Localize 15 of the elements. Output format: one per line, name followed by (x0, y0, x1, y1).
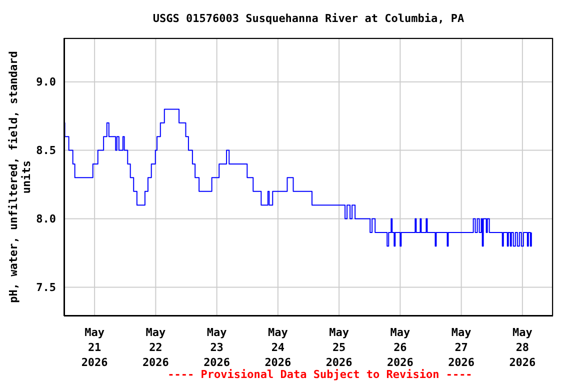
text: ---- Provisional Data Subject to Revision ---- (166, 368, 474, 381)
y-tick-label: 9.0 (36, 76, 56, 89)
y-tick-label: 7.5 (36, 281, 56, 294)
x-tick-label: May 23 2026 (204, 326, 230, 369)
x-tick-label: May 28 2026 (509, 326, 536, 369)
x-tick-label: May 27 2026 (448, 326, 475, 369)
y-tick-label: 8.5 (36, 144, 56, 158)
chart-title: USGS 01576003 Susquehanna River at Columbia, PA (152, 12, 466, 25)
x-tick-label: May 24 2026 (264, 326, 292, 369)
x-tick-label: May 21 2026 (81, 326, 108, 369)
y-tick-label: 8.0 (36, 212, 56, 226)
y-axis-title: pH, water, unfiltered, field, standard units (7, 51, 33, 303)
x-tick-label: May 26 2026 (386, 326, 414, 369)
x-tick-label: May 22 2026 (142, 326, 170, 369)
x-tick-label: May 25 2026 (326, 326, 353, 369)
